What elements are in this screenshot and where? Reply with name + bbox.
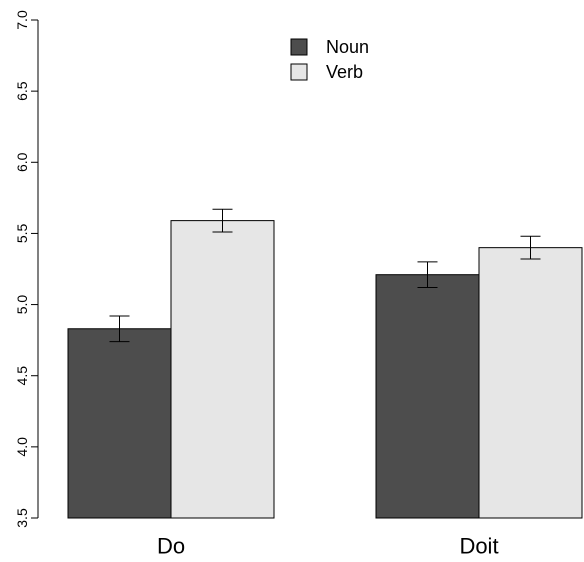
y-tick-label: 4.0 <box>14 437 30 457</box>
y-tick-label: 6.0 <box>14 152 30 172</box>
legend-label-noun: Noun <box>326 37 369 57</box>
bar-noun-doit <box>375 274 480 519</box>
y-tick-label: 3.5 <box>14 508 30 528</box>
y-tick-label: 5.0 <box>14 295 30 315</box>
bar-verb-do <box>170 220 275 519</box>
bar-noun-do <box>67 328 172 519</box>
error-bars <box>109 208 541 343</box>
y-tick-label: 5.5 <box>14 223 30 243</box>
legend-swatch-noun <box>290 38 308 56</box>
legend-swatch-verb <box>290 63 308 81</box>
category-label-do: Do <box>157 534 185 559</box>
bar-verb-doit <box>478 247 583 519</box>
legend-label-verb: Verb <box>326 62 363 82</box>
y-axis: 3.5 4.0 4.5 5.0 5.5 6.0 6.5 7.0 <box>14 10 39 528</box>
legend: Noun Verb <box>290 37 369 82</box>
category-label-doit: Doit <box>459 534 498 559</box>
y-tick-label: 6.5 <box>14 81 30 101</box>
y-tick-label: 7.0 <box>14 10 30 30</box>
bars <box>67 220 583 519</box>
x-axis-labels: Do Doit <box>157 534 499 559</box>
y-tick-label: 4.5 <box>14 366 30 386</box>
